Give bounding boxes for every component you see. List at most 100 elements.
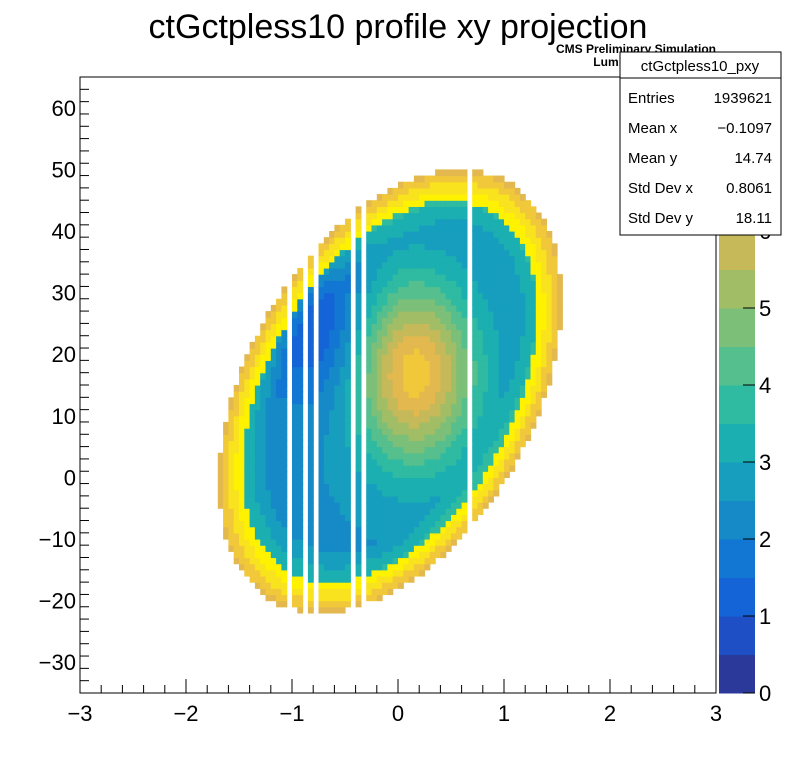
heatmap-cell: [233, 557, 240, 565]
heatmap-cell: [366, 557, 373, 565]
z-tick-label: 0: [759, 681, 771, 706]
heatmap-cell: [323, 360, 330, 368]
heatmap-cell: [265, 403, 272, 411]
heatmap-cell: [339, 520, 346, 528]
heatmap-cell: [482, 348, 489, 355]
z-tick-label: 3: [759, 450, 771, 475]
heatmap-cell: [419, 181, 426, 189]
heatmap-cell: [244, 360, 251, 368]
heatmap-cell: [292, 428, 298, 435]
heatmap-cell: [366, 440, 373, 448]
heatmap-cell: [408, 212, 415, 220]
heatmap-cell: [509, 255, 516, 263]
heatmap-cell: [403, 403, 410, 411]
heatmap-cell: [530, 267, 537, 275]
heatmap-cell: [482, 434, 489, 442]
heatmap-cell: [265, 428, 272, 435]
heatmap-cell: [546, 372, 553, 380]
heatmap-cell: [371, 335, 378, 343]
heatmap-cell: [334, 415, 341, 423]
heatmap-cell: [382, 249, 388, 257]
heatmap-cell: [323, 378, 330, 386]
heatmap-cell: [525, 249, 532, 257]
heatmap-cell: [408, 575, 415, 583]
heatmap-cell: [307, 545, 314, 552]
heatmap-cell: [419, 231, 426, 238]
heatmap-cell: [435, 458, 441, 466]
heatmap-cell: [318, 292, 325, 300]
heatmap-cell: [307, 532, 314, 540]
heatmap-cell: [498, 348, 505, 355]
heatmap-cell: [435, 452, 441, 460]
heatmap-cell: [440, 483, 447, 491]
heatmap-cell: [403, 434, 410, 442]
y-tick-label: 40: [52, 219, 76, 244]
heatmap-cell: [239, 477, 245, 485]
heatmap-cell: [382, 243, 388, 251]
heatmap-cell: [382, 403, 388, 411]
heatmap-cell: [557, 280, 563, 288]
heatmap-cell: [281, 385, 288, 392]
heatmap-cell: [493, 458, 500, 466]
heatmap-cell: [451, 292, 457, 300]
heatmap-cell: [223, 502, 229, 509]
heatmap-cell: [355, 452, 362, 460]
heatmap-cell: [451, 520, 457, 528]
heatmap-cell: [281, 458, 288, 466]
heatmap-cell: [456, 354, 463, 361]
heatmap-cell: [408, 335, 415, 343]
heatmap-cell: [345, 489, 351, 497]
heatmap-cell: [387, 187, 394, 195]
heatmap-cell: [445, 274, 452, 281]
heatmap-cell: [398, 458, 404, 466]
heatmap-cell: [329, 588, 335, 596]
heatmap-cell: [525, 415, 532, 423]
heatmap-cell: [270, 575, 277, 583]
heatmap-cell: [419, 335, 426, 343]
heatmap-cell: [477, 421, 484, 429]
heatmap-cell: [530, 280, 537, 288]
heatmap-cell: [292, 323, 298, 331]
heatmap-cell: [371, 465, 378, 472]
heatmap-cell: [440, 520, 447, 528]
heatmap-cell: [382, 378, 388, 386]
heatmap-cell: [472, 200, 479, 207]
heatmap-cell: [488, 298, 494, 306]
heatmap-cell: [371, 551, 378, 559]
heatmap-cell: [345, 237, 351, 244]
heatmap-cell: [551, 267, 558, 275]
heatmap-cell: [323, 397, 330, 405]
heatmap-cell: [239, 452, 245, 460]
heatmap-cell: [445, 267, 452, 275]
heatmap-cell: [504, 458, 510, 466]
heatmap-cell: [398, 249, 404, 257]
heatmap-cell: [355, 489, 362, 497]
heatmap-cell: [546, 298, 553, 306]
heatmap-cell: [419, 261, 426, 269]
heatmap-cell: [408, 372, 415, 380]
heatmap-cell: [355, 317, 362, 324]
heatmap-cell: [514, 329, 521, 337]
heatmap-cell: [546, 304, 553, 312]
heatmap-cell: [403, 181, 410, 189]
heatmap-cell: [530, 243, 537, 251]
heatmap-cell: [270, 551, 277, 559]
heatmap-cell: [509, 329, 516, 337]
heatmap-cell: [345, 440, 351, 448]
heatmap-cell: [292, 452, 298, 460]
heatmap-cell: [382, 508, 388, 515]
heatmap-cell: [297, 317, 304, 324]
heatmap-cell: [392, 237, 399, 244]
heatmap-cell: [445, 545, 452, 552]
heatmap-cell: [445, 403, 452, 411]
heatmap-cell: [376, 575, 383, 583]
heatmap-cell: [355, 465, 362, 472]
heatmap-cell: [435, 502, 441, 509]
heatmap-cell: [525, 237, 532, 244]
heatmap-cell: [488, 323, 494, 331]
heatmap-cell: [419, 274, 426, 281]
heatmap-cell: [392, 582, 399, 589]
heatmap-cell: [339, 508, 346, 515]
heatmap-cell: [408, 231, 415, 238]
heatmap-cell: [345, 403, 351, 411]
